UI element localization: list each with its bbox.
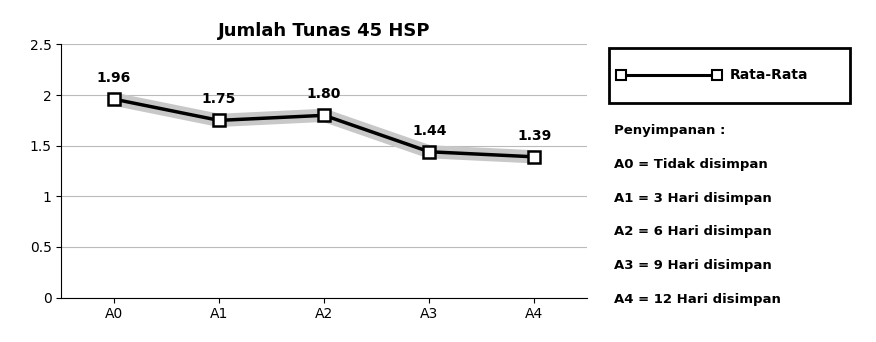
- Text: Rata-Rata: Rata-Rata: [729, 68, 808, 82]
- Text: A0 = Tidak disimpan: A0 = Tidak disimpan: [614, 158, 767, 171]
- Title: Jumlah Tunas 45 HSP: Jumlah Tunas 45 HSP: [218, 22, 430, 40]
- Text: 1.96: 1.96: [96, 71, 131, 85]
- Text: 1.39: 1.39: [517, 129, 552, 143]
- Text: 1.44: 1.44: [412, 124, 447, 138]
- Text: A4 = 12 Hari disimpan: A4 = 12 Hari disimpan: [614, 293, 781, 306]
- Text: Penyimpanan :: Penyimpanan :: [614, 124, 725, 137]
- Text: 1.80: 1.80: [307, 88, 342, 102]
- Text: 1.75: 1.75: [201, 92, 237, 106]
- Text: A3 = 9 Hari disimpan: A3 = 9 Hari disimpan: [614, 259, 772, 272]
- Text: A1 = 3 Hari disimpan: A1 = 3 Hari disimpan: [614, 192, 772, 205]
- Text: A2 = 6 Hari disimpan: A2 = 6 Hari disimpan: [614, 225, 772, 238]
- FancyBboxPatch shape: [609, 48, 850, 103]
